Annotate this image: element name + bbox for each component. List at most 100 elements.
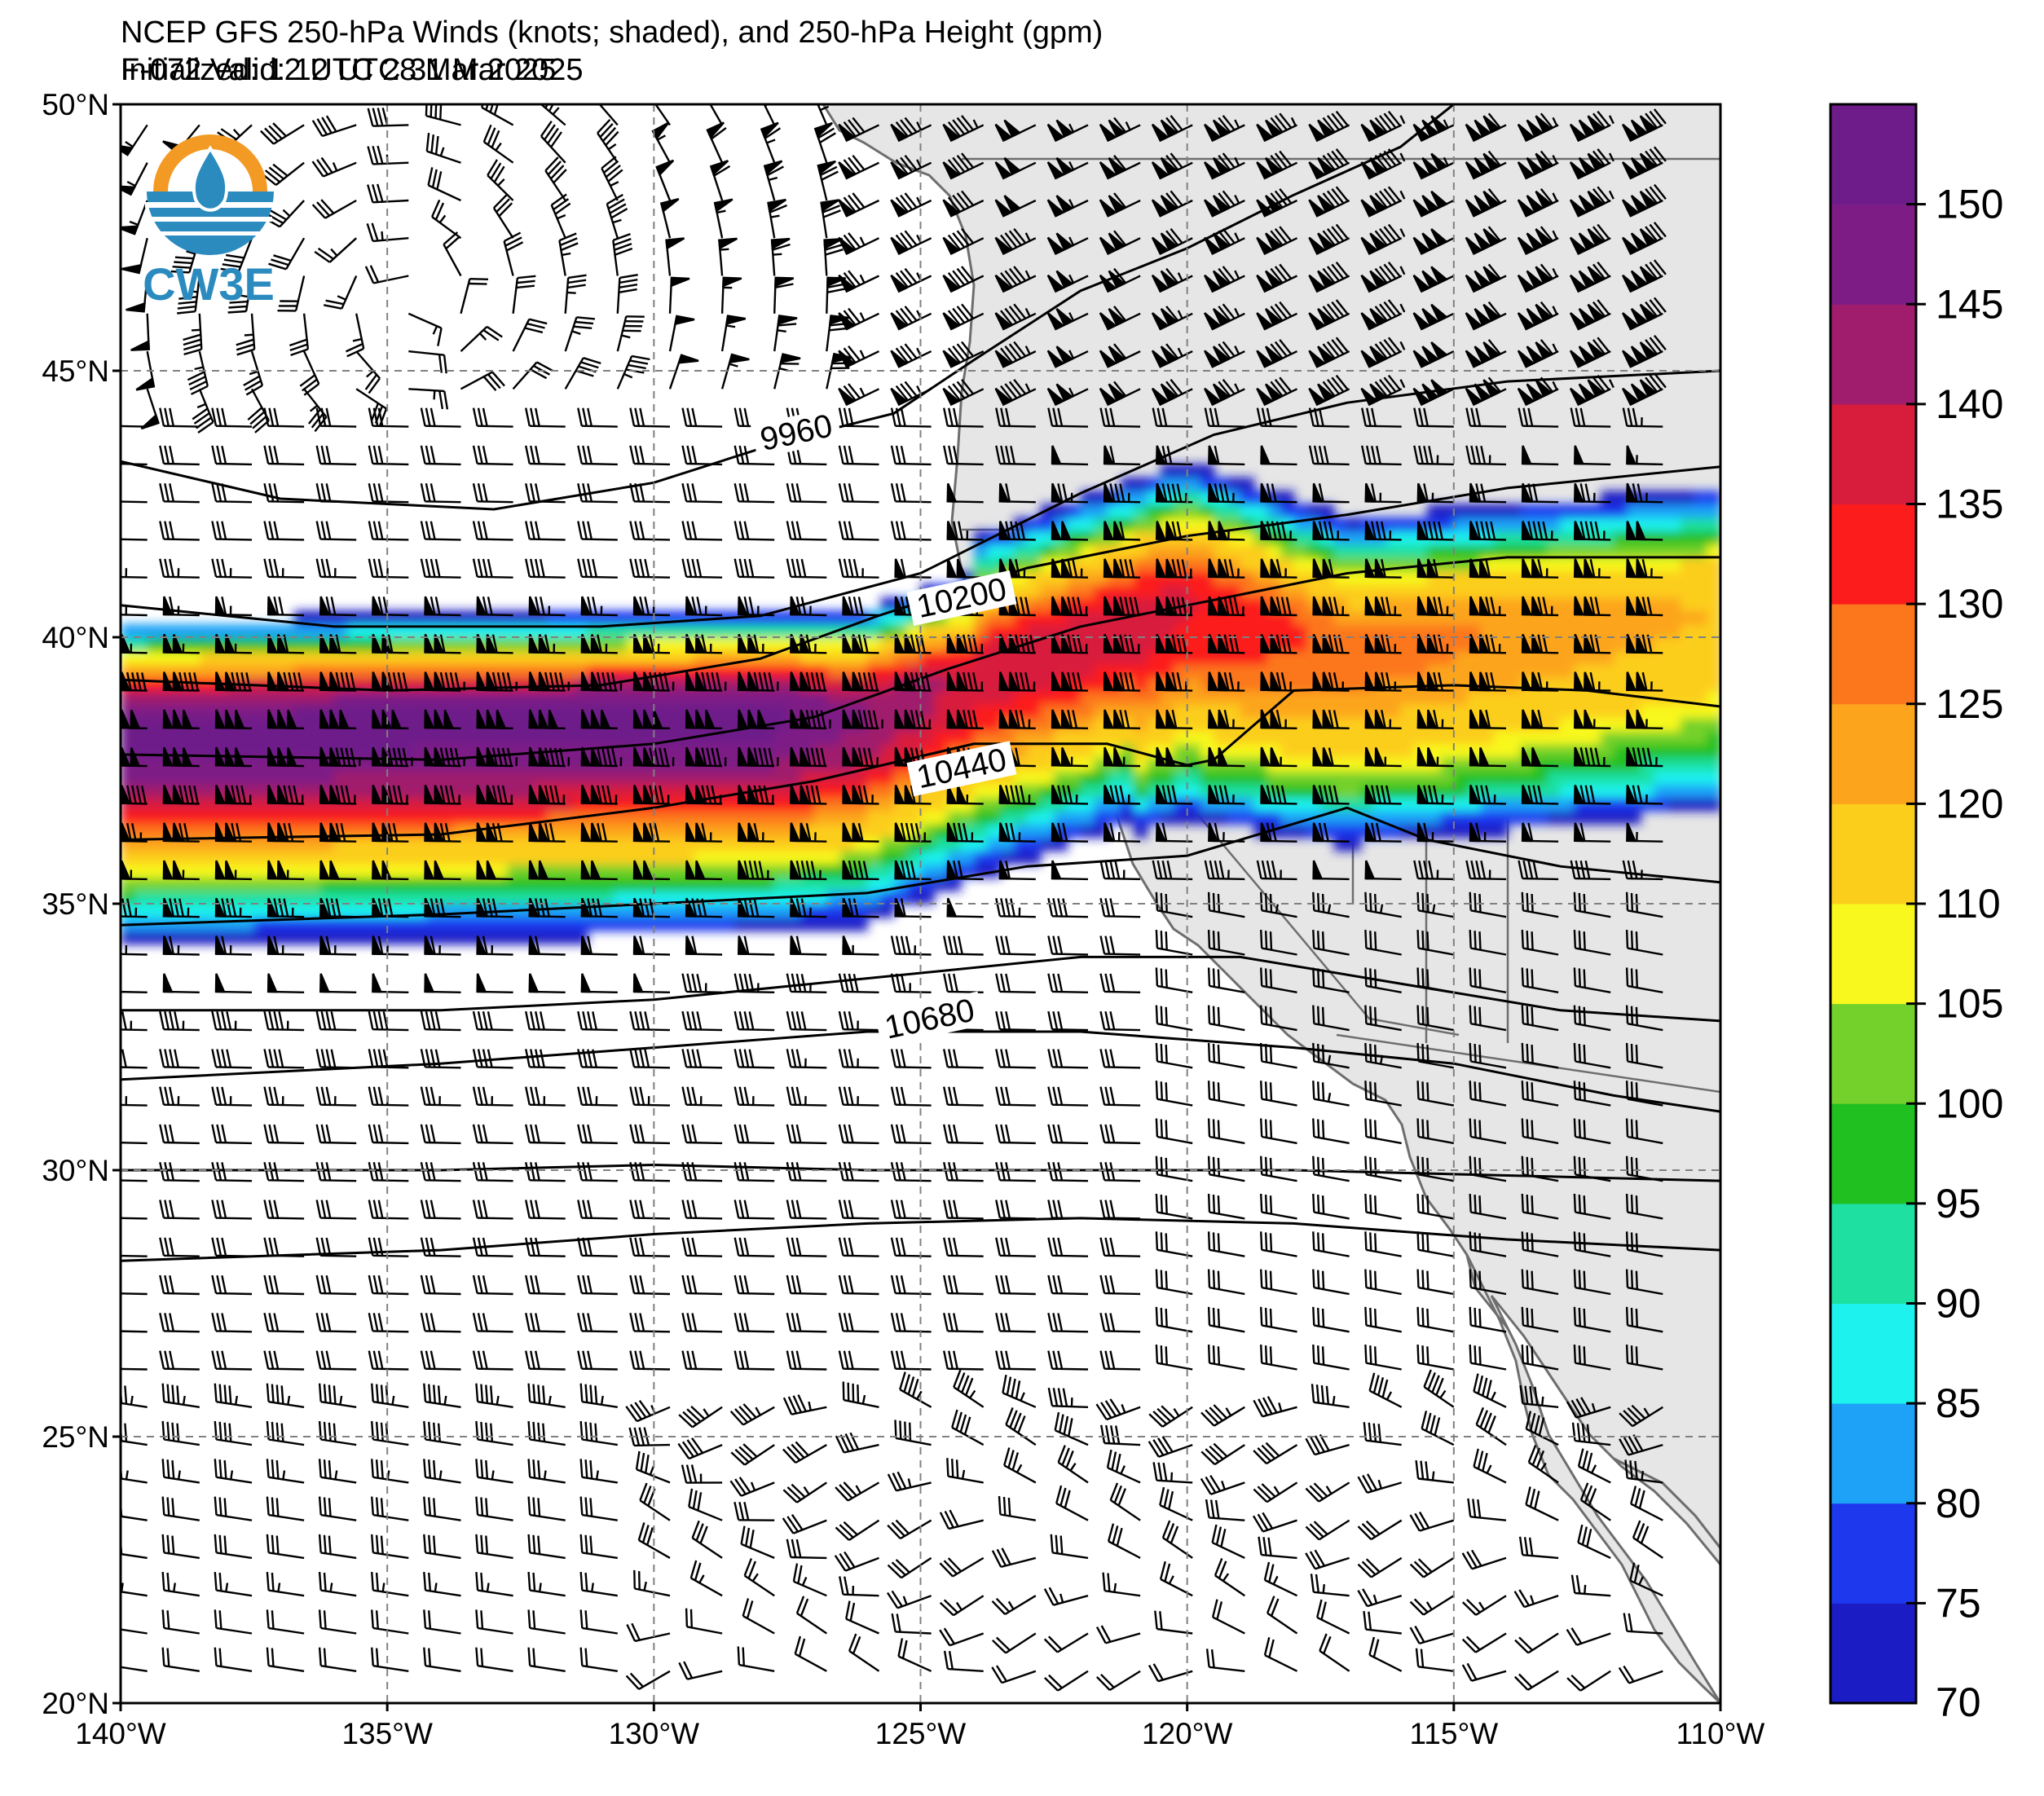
wind-barb bbox=[318, 1459, 357, 1484]
wind-barb bbox=[424, 860, 461, 881]
wind-barb bbox=[1051, 822, 1089, 843]
wind-barb bbox=[1625, 930, 1663, 956]
wind-barb bbox=[580, 633, 618, 654]
wind-barb bbox=[472, 1161, 513, 1182]
wind-barb bbox=[1624, 1459, 1663, 1484]
wind-barb bbox=[315, 1049, 357, 1069]
colorbar-segment bbox=[1830, 1003, 1916, 1104]
wind-barb bbox=[782, 1441, 827, 1464]
wind-barb bbox=[528, 596, 566, 617]
lat-tick-label: 50°N bbox=[42, 88, 109, 121]
colorbar-tick-label: 100 bbox=[1936, 1081, 2003, 1126]
wind-barb bbox=[685, 785, 723, 805]
wind-barb bbox=[528, 709, 566, 729]
wind-barb bbox=[1099, 1010, 1141, 1032]
wind-barb bbox=[1155, 671, 1193, 692]
height-contour bbox=[121, 955, 1720, 1023]
wind-barb bbox=[1469, 1269, 1507, 1296]
wind-barb bbox=[577, 1274, 618, 1296]
wind-barb bbox=[1416, 1269, 1455, 1296]
wind-barb bbox=[161, 1383, 200, 1408]
wind-barb bbox=[1625, 1193, 1663, 1220]
wind-barb bbox=[890, 973, 932, 993]
wind-barb bbox=[1416, 1193, 1455, 1220]
wind-barb bbox=[1312, 860, 1350, 881]
wind-barb bbox=[890, 935, 932, 956]
init-time: Initialized: 12 UTC 28 Mar 2025 bbox=[121, 53, 557, 87]
wind-barb bbox=[998, 671, 1036, 692]
wind-barb bbox=[890, 1313, 932, 1333]
wind-barb bbox=[629, 1086, 671, 1107]
wind-barb bbox=[1364, 1231, 1402, 1257]
wind-barb bbox=[685, 935, 723, 956]
wind-barb bbox=[319, 633, 357, 654]
wind-barb bbox=[1208, 633, 1245, 654]
wind-barb bbox=[162, 709, 200, 729]
wind-barb bbox=[1409, 1625, 1455, 1645]
wind-barb bbox=[1469, 930, 1507, 956]
wind-barb bbox=[211, 1313, 253, 1333]
colorbar-segment bbox=[1830, 604, 1916, 705]
wind-barb bbox=[685, 822, 723, 843]
wind-barb bbox=[890, 1200, 932, 1220]
wind-barb bbox=[525, 558, 566, 579]
wind-barb bbox=[1469, 785, 1507, 805]
wind-barb bbox=[887, 1519, 932, 1540]
wind-barb bbox=[689, 1560, 723, 1597]
wind-barb bbox=[1513, 1589, 1559, 1609]
wind-barb bbox=[1469, 1081, 1507, 1107]
wind-barb bbox=[1364, 930, 1402, 956]
colorbar-tick-label: 85 bbox=[1936, 1380, 1981, 1426]
wind-barb bbox=[1208, 822, 1245, 843]
wind-barb bbox=[372, 973, 409, 993]
wind-barb bbox=[525, 1161, 566, 1182]
wind-barb bbox=[1208, 785, 1245, 805]
wind-barb bbox=[894, 860, 932, 881]
wind-barb bbox=[1573, 1118, 1611, 1145]
wind-barb bbox=[121, 1096, 148, 1107]
wind-barb bbox=[423, 1647, 461, 1672]
wind-barb bbox=[1469, 1306, 1507, 1333]
wind-barb bbox=[1103, 785, 1141, 805]
wind-barb bbox=[951, 1409, 985, 1446]
wind-barb bbox=[729, 1477, 775, 1497]
wind-barb bbox=[1570, 1574, 1611, 1597]
wind-barb bbox=[315, 1313, 357, 1333]
wind-barb bbox=[939, 1556, 985, 1578]
wind-barb bbox=[632, 633, 671, 654]
wind-barb bbox=[890, 1350, 932, 1371]
wind-barb bbox=[1625, 1005, 1663, 1032]
wind-barb bbox=[1625, 1345, 1663, 1371]
wind-barb bbox=[1473, 1373, 1507, 1408]
wind-barb bbox=[1260, 1193, 1297, 1220]
wind-barb bbox=[681, 1274, 723, 1296]
wind-barb bbox=[368, 1124, 409, 1145]
wind-barb bbox=[1155, 746, 1193, 768]
wind-barb bbox=[1513, 1670, 1559, 1691]
wind-barb bbox=[1416, 822, 1454, 843]
wind-barb bbox=[1099, 1086, 1141, 1107]
wind-barb bbox=[1416, 746, 1454, 768]
wind-barb bbox=[1047, 1049, 1089, 1069]
wind-barb bbox=[1207, 1156, 1245, 1182]
wind-barb bbox=[527, 1534, 566, 1560]
wind-barb bbox=[678, 1661, 723, 1680]
wind-barb bbox=[998, 709, 1036, 729]
wind-barb bbox=[733, 1237, 775, 1257]
wind-barb bbox=[1521, 1345, 1559, 1371]
wind-barb bbox=[1577, 1524, 1611, 1559]
wind-barb bbox=[629, 1237, 671, 1257]
wind-barb bbox=[1096, 1670, 1141, 1692]
wind-barb bbox=[1312, 930, 1350, 956]
wind-barb bbox=[681, 1086, 723, 1107]
wind-barb bbox=[786, 1161, 827, 1182]
wind-barb bbox=[528, 897, 566, 918]
wind-barb bbox=[1208, 709, 1245, 729]
wind-barb bbox=[1155, 1042, 1193, 1069]
wind-barb bbox=[1469, 1005, 1507, 1032]
wind-barb bbox=[1312, 1118, 1350, 1145]
wind-barb bbox=[943, 1313, 984, 1333]
wind-barb bbox=[894, 709, 932, 729]
wind-barb bbox=[423, 1459, 461, 1484]
wind-barb bbox=[839, 1576, 879, 1597]
